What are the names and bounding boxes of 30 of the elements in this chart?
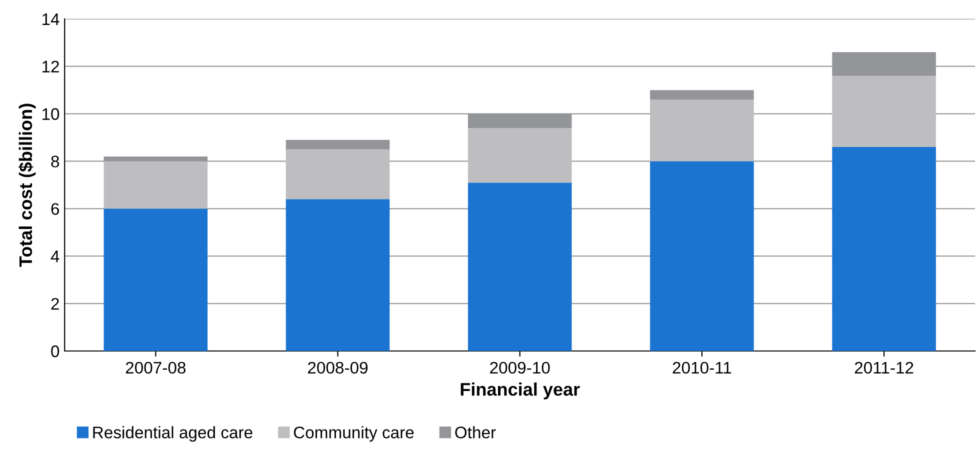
y-tick-label: 12 <box>42 60 59 72</box>
x-tick-label: 2009-10 <box>490 362 550 374</box>
bar <box>104 161 208 209</box>
bar <box>832 76 936 147</box>
y-tick-label: 8 <box>51 156 60 168</box>
bar <box>650 90 754 100</box>
bar <box>286 149 390 200</box>
y-axis-title: Total cost ($billion) <box>18 104 36 267</box>
bar <box>468 128 572 183</box>
x-tick-label: 2011-12 <box>854 362 914 374</box>
legend-label: Other <box>455 426 496 438</box>
y-tick-label: 10 <box>42 108 60 120</box>
y-tick-label: 6 <box>51 203 60 215</box>
legend-label: Community care <box>294 426 414 442</box>
bar <box>650 100 754 162</box>
x-axis-title: Financial year <box>460 382 580 400</box>
bar <box>104 208 208 351</box>
legend-label: Residential aged care <box>93 426 252 442</box>
bar <box>286 140 390 150</box>
y-tick-label: 4 <box>50 250 60 262</box>
y-tick-label: 14 <box>42 13 60 25</box>
x-tick-label: 2007-08 <box>126 362 186 374</box>
bar <box>832 146 936 351</box>
y-tick-label: 0 <box>51 345 60 358</box>
bar <box>286 199 390 351</box>
x-tick-label: 2008-09 <box>308 362 368 374</box>
x-tick-label: 2010-11 <box>672 362 732 374</box>
bar <box>468 182 572 351</box>
y-tick-label: 2 <box>51 298 59 310</box>
bar <box>650 161 754 351</box>
